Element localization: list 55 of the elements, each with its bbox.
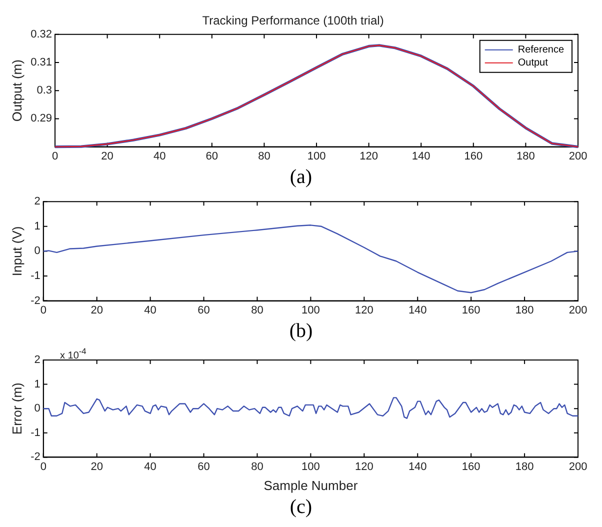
x-axis-title: Sample Number (264, 478, 358, 493)
x-tick-label: 100 (302, 460, 320, 473)
text: (a) (288, 166, 314, 188)
y-axis-title: Output (m) (9, 60, 24, 122)
x-tick-label: 180 (515, 460, 534, 473)
x-tick-label: 180 (515, 304, 534, 316)
x-tick-label: 60 (206, 150, 218, 162)
text: (c) (288, 496, 314, 518)
x-tick-label: 120 (354, 304, 374, 316)
x-tick-label: 200 (568, 150, 588, 162)
x-tick-label: 120 (360, 150, 378, 162)
y-tick-label: -2 (30, 294, 40, 307)
text: (b) (288, 320, 314, 342)
x-tick-label: 80 (251, 460, 264, 473)
x-tick-label: 60 (198, 460, 210, 473)
x-tick-label: 60 (198, 304, 210, 316)
x-tick-label: 100 (307, 150, 326, 162)
x-tick-label: 40 (144, 304, 156, 316)
x-tick-label: 40 (153, 150, 166, 162)
x-tick-label: 160 (462, 460, 480, 473)
y-tick-label: 1 (34, 220, 40, 232)
y-axis-title: Input (V) (9, 226, 24, 276)
y-tick-label: 0 (34, 245, 40, 258)
x-tick-label: 200 (568, 304, 588, 316)
x-tick-label: 80 (258, 150, 270, 162)
y-tick-label: -1 (30, 426, 40, 439)
x-tick-label: 120 (354, 460, 374, 473)
x-tick-label: 160 (462, 304, 480, 316)
x-tick-label: 140 (408, 304, 427, 316)
y-axis-title: Error (m) (9, 382, 24, 435)
y-tick-label: 0 (34, 402, 40, 415)
y-tick-label: 0.32 (30, 28, 52, 40)
x-tick-label: 20 (101, 150, 114, 162)
y-tick-label: 1 (34, 378, 40, 390)
x-tick-label: 140 (412, 150, 430, 162)
annotation: x 10$^{-4}$ (60, 346, 86, 362)
y-tick-label: 2 (34, 354, 40, 366)
y-tick-label: 0.31 (30, 56, 52, 69)
x-tick-label: 180 (516, 150, 535, 162)
x-tick-label: 160 (464, 150, 483, 162)
x-tick-label: 200 (568, 460, 588, 473)
chart-title: Tracking Performance (100th trial) (202, 14, 384, 28)
y-tick-label: -2 (30, 451, 40, 464)
x-tick-label: 40 (144, 460, 156, 473)
y-tick-label: 2 (34, 196, 40, 208)
x-tick-label: 100 (302, 304, 320, 316)
y-tick-label: -1 (30, 270, 40, 282)
x-tick-label: 20 (90, 460, 103, 473)
x-tick-label: 20 (90, 304, 103, 316)
legend-label: Output (518, 58, 548, 69)
y-tick-label: 0.3 (36, 84, 52, 97)
y-tick-label: 0.29 (30, 112, 52, 125)
legend-label: Reference (518, 44, 564, 56)
x-tick-label: 80 (251, 304, 264, 316)
x-tick-label: 140 (408, 460, 427, 473)
